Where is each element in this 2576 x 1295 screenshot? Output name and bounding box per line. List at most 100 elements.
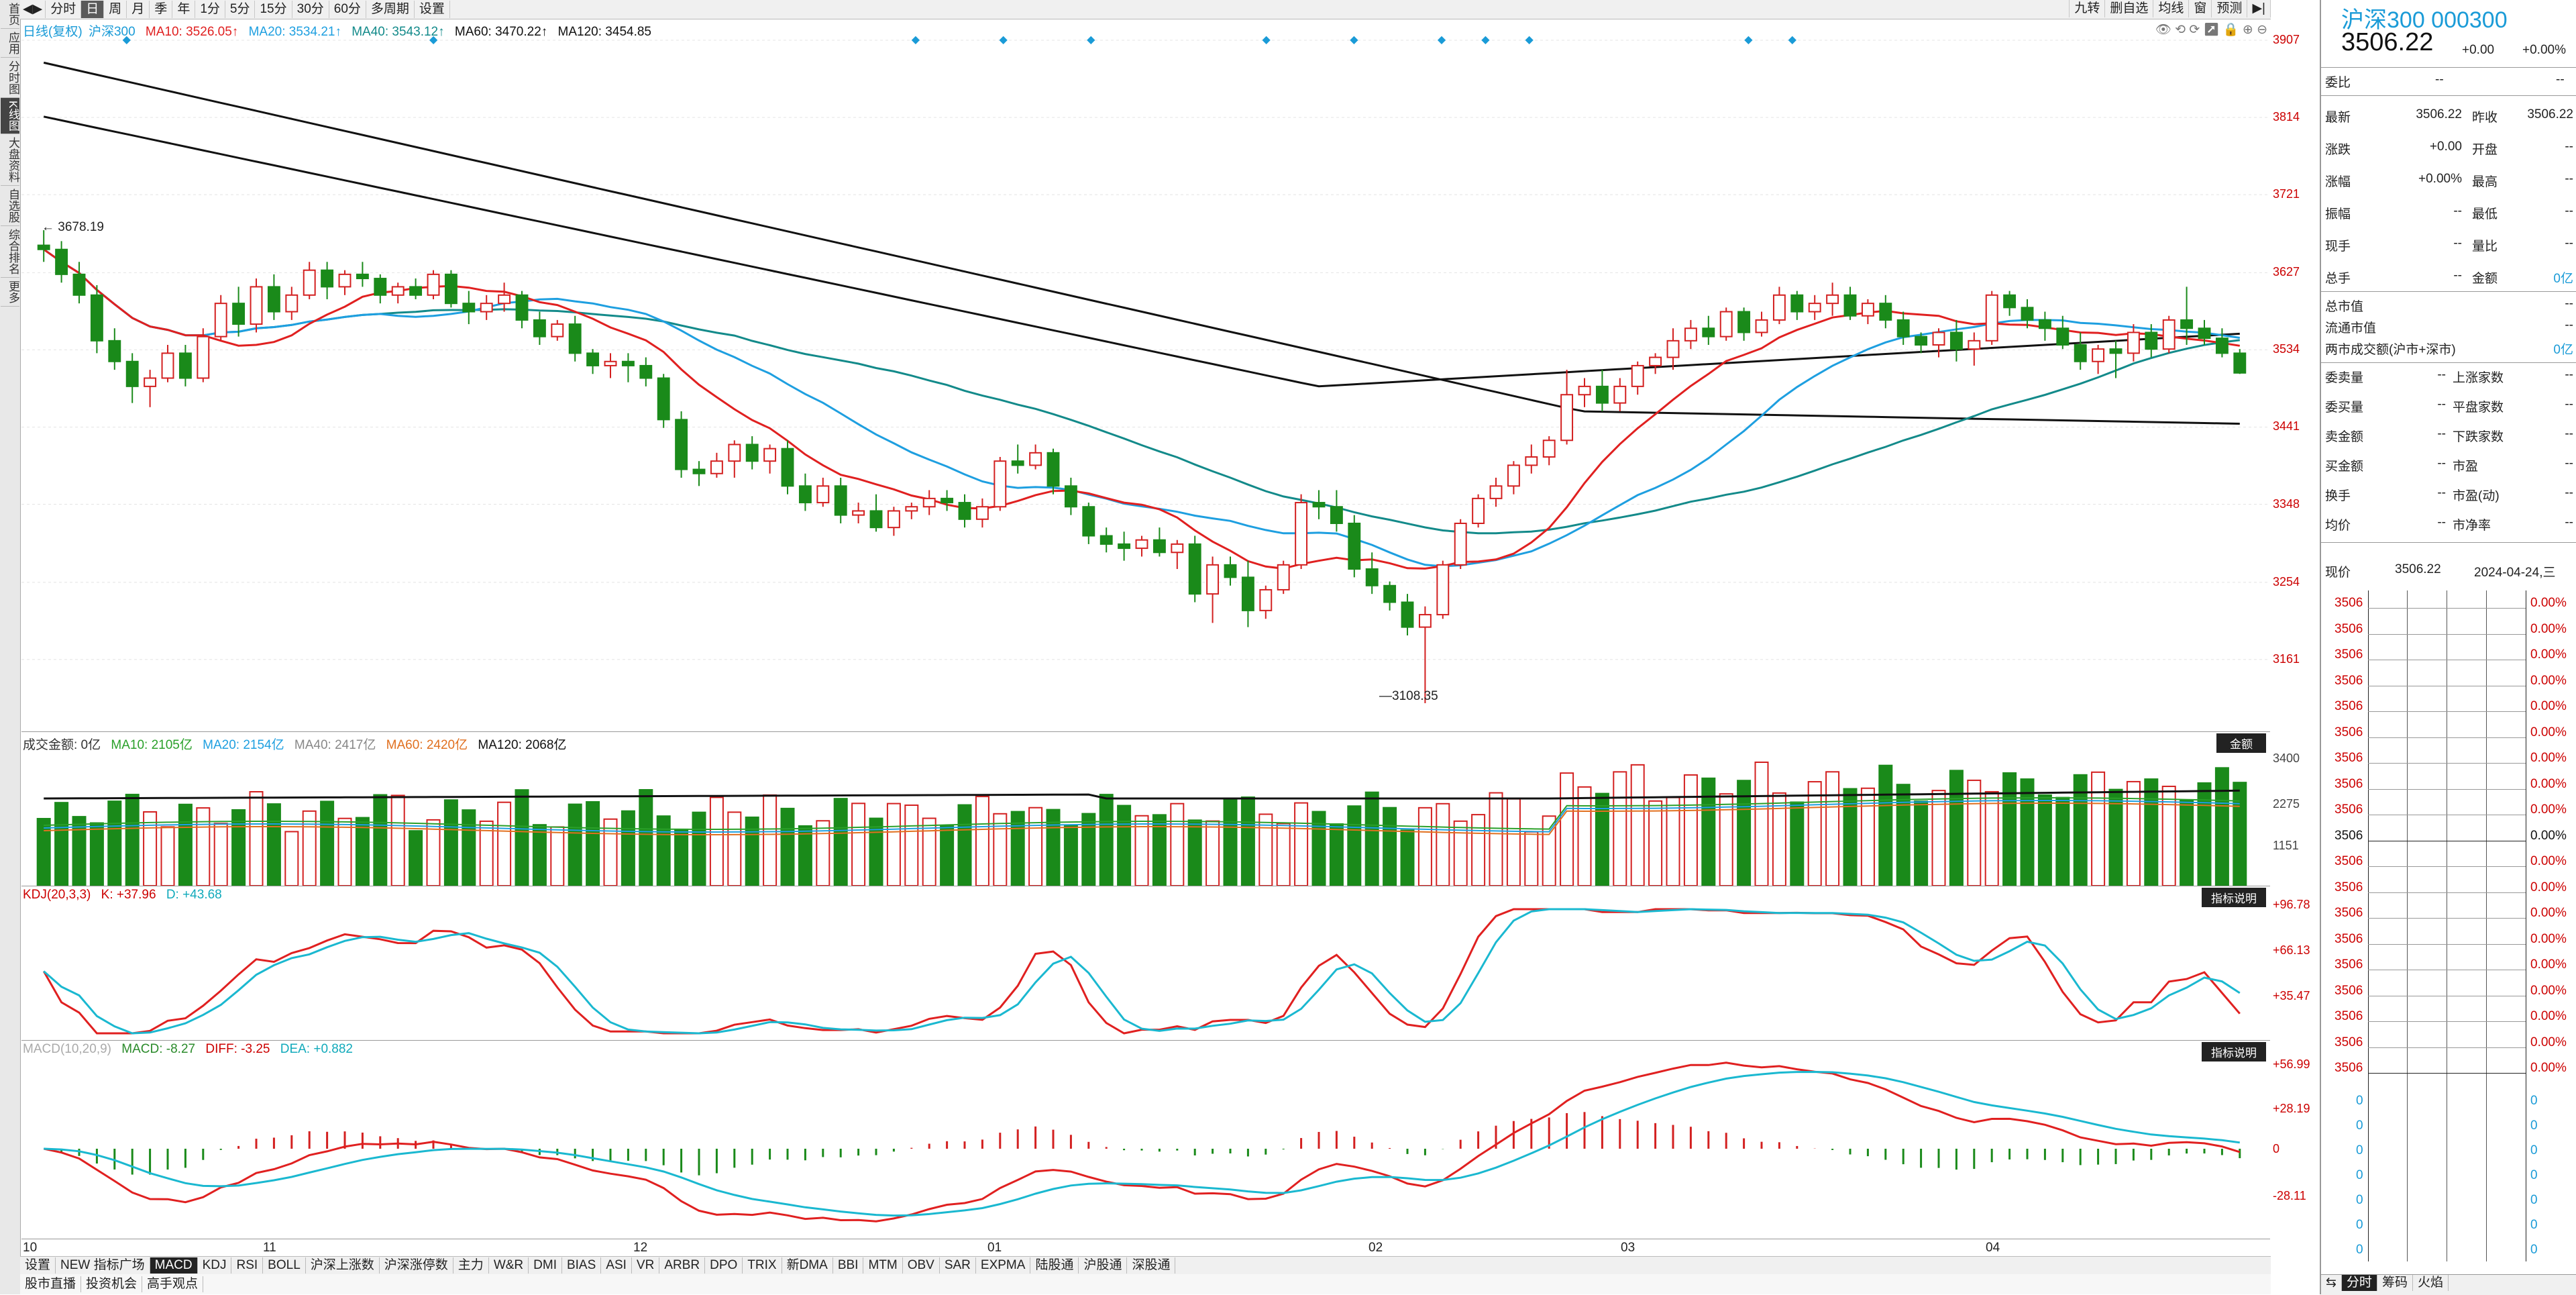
indicator-tab[interactable]: OBV [903, 1257, 940, 1274]
toolbar-right-button[interactable]: 九转 [2069, 0, 2104, 17]
left-nav-item[interactable]: 综合排名 [1, 226, 19, 278]
period-tab[interactable]: 周 [104, 1, 127, 18]
period-tab[interactable]: 设置 [415, 1, 450, 18]
quote-tab[interactable]: 分时 [2341, 1275, 2377, 1291]
indicator-tab[interactable]: VR [632, 1257, 660, 1274]
period-tab[interactable]: 1分 [195, 1, 225, 18]
indicator-tab[interactable]: BIAS [562, 1257, 602, 1274]
bottom-links: 股市直播 投资机会 高手观点 [20, 1274, 2271, 1294]
indicator-tab[interactable]: W&R [489, 1257, 529, 1274]
period-tab[interactable]: 15分 [255, 1, 292, 18]
indicator-tab[interactable]: NEW 指标广场 [56, 1257, 150, 1274]
left-nav-item[interactable]: 首页 [1, 0, 19, 29]
candle-body [1985, 294, 1998, 342]
quote-tab[interactable]: 筹码 [2377, 1275, 2413, 1291]
left-nav-item[interactable]: 大盘资料 [1, 134, 19, 187]
bottom-link[interactable]: 投资机会 [81, 1276, 143, 1292]
indicator-tab[interactable]: 沪深涨停数 [380, 1257, 453, 1274]
macd-tick: 0 [2273, 1142, 2280, 1155]
indicator-tab[interactable]: KDJ [198, 1257, 232, 1274]
volume-badge[interactable]: 金额 [2216, 733, 2266, 753]
quote-tab[interactable]: 火焰 [2413, 1275, 2449, 1291]
panel-toggle-icon[interactable]: ⇆ [2321, 1275, 2342, 1291]
toolbar-right-button[interactable]: 删自选 [2104, 0, 2153, 17]
kdj-badge[interactable]: 指标说明 [2202, 888, 2266, 907]
indicator-tab[interactable]: SAR [940, 1257, 976, 1274]
period-tab[interactable]: 60分 [329, 1, 366, 18]
indicator-tab[interactable]: BOLL [263, 1257, 306, 1274]
indicator-tab[interactable]: ARBR [659, 1257, 706, 1274]
toolbar-back-button[interactable]: ◀▶ [20, 1, 46, 18]
period-tab[interactable]: 5分 [225, 1, 256, 18]
chart-tools[interactable]: 👁 ⟲ ⟳ ↗ 🔒 ⊕ ⊖ [2155, 23, 2267, 37]
ladder-zero: 0 [2530, 1168, 2538, 1182]
event-marker-icon: ◆ [429, 34, 438, 46]
candle-body [1259, 588, 1273, 611]
ladder-price: 3506 [2334, 725, 2363, 739]
indicator-tab[interactable]: 主力 [453, 1257, 489, 1274]
indicator-tab[interactable]: 沪股通 [1079, 1257, 1128, 1274]
candle-body [232, 303, 246, 325]
macd-diff: DIFF: -3.25 [205, 1042, 270, 1056]
left-nav-item[interactable]: 更多 [1, 278, 19, 307]
candle-body [1968, 340, 1981, 350]
price-chart-panel: 日线(复权) 沪深300 MA10: 3526.05↑ MA20: 3534.2… [21, 19, 2270, 730]
indicator-tab[interactable]: 深股通 [1127, 1257, 1176, 1274]
kdj-svg [42, 908, 2241, 1035]
candle-body [958, 502, 971, 520]
period-tab[interactable]: 日 [81, 1, 105, 18]
period-tab[interactable]: 30分 [292, 1, 329, 18]
indicator-tab[interactable]: ASI [601, 1257, 632, 1274]
stat-value: -- [2453, 268, 2462, 282]
period-tab[interactable]: 月 [127, 1, 150, 18]
period-tab[interactable]: 分时 [46, 1, 82, 18]
volume-bar [1613, 771, 1627, 886]
indicator-tab[interactable]: 沪深上涨数 [306, 1257, 380, 1274]
period-tab[interactable]: 年 [172, 1, 196, 18]
volume-bar [1471, 814, 1486, 886]
macd-badge[interactable]: 指标说明 [2202, 1042, 2266, 1061]
toolbar-right-button[interactable]: 预测 [2211, 0, 2247, 17]
indicator-tab[interactable]: RSI [231, 1257, 264, 1274]
bottom-link[interactable]: 高手观点 [142, 1276, 204, 1292]
volume-bar [1187, 819, 1202, 886]
indicator-tab[interactable]: BBI [833, 1257, 864, 1274]
candle-body [1365, 568, 1379, 586]
volume-panel: 成交金额: 0亿 MA10: 2105亿 MA20: 2154亿 MA40: 2… [21, 731, 2270, 886]
indicator-tab[interactable]: EXPMA [976, 1257, 1031, 1274]
indicator-tab[interactable]: 设置 [20, 1257, 56, 1274]
toolbar-right-button[interactable]: 窗 [2188, 0, 2211, 17]
weibi-val1: -- [2435, 72, 2444, 87]
candle-body [922, 497, 936, 508]
left-nav-item[interactable]: 应用 [1, 29, 19, 58]
stat-label: 最高 [2472, 175, 2498, 189]
left-nav-item[interactable]: 自选股 [1, 186, 19, 227]
volume-tick: 1151 [2273, 839, 2299, 852]
indicator-tab[interactable]: MACD [150, 1257, 198, 1274]
volume-bar [1843, 788, 1858, 886]
stat-value: +0.00% [2418, 172, 2462, 186]
left-nav-item[interactable]: 分时图 [1, 58, 19, 98]
candle-body [887, 510, 900, 529]
period-tab[interactable]: 多周期 [366, 1, 415, 18]
toolbar-right-button[interactable]: 均线 [2153, 0, 2188, 17]
candle-body [2233, 352, 2247, 374]
volume-bar [1258, 813, 1273, 886]
candle-body [267, 286, 280, 313]
price-tick: 3627 [2273, 265, 2300, 279]
indicator-tab[interactable]: 陆股通 [1030, 1257, 1079, 1274]
candle-body [2109, 348, 2123, 354]
indicator-tab[interactable]: DPO [705, 1257, 743, 1274]
bottom-link[interactable]: 股市直播 [20, 1276, 82, 1292]
indicator-tab[interactable]: MTM [863, 1257, 903, 1274]
indicator-tab[interactable]: TRIX [743, 1257, 782, 1274]
macd-legend: MACD(10,20,9) MACD: -8.27 DIFF: -3.25 DE… [23, 1042, 360, 1057]
volume-bar [1701, 777, 1716, 886]
next-icon[interactable]: ▶| [2247, 0, 2271, 17]
order-label: 下跌家数 [2453, 430, 2504, 444]
left-nav-item[interactable]: K线图 [1, 98, 19, 135]
period-tab[interactable]: 季 [150, 1, 173, 18]
indicator-tab[interactable]: 新DMA [782, 1257, 833, 1274]
candle-body [745, 444, 759, 462]
indicator-tab[interactable]: DMI [529, 1257, 562, 1274]
